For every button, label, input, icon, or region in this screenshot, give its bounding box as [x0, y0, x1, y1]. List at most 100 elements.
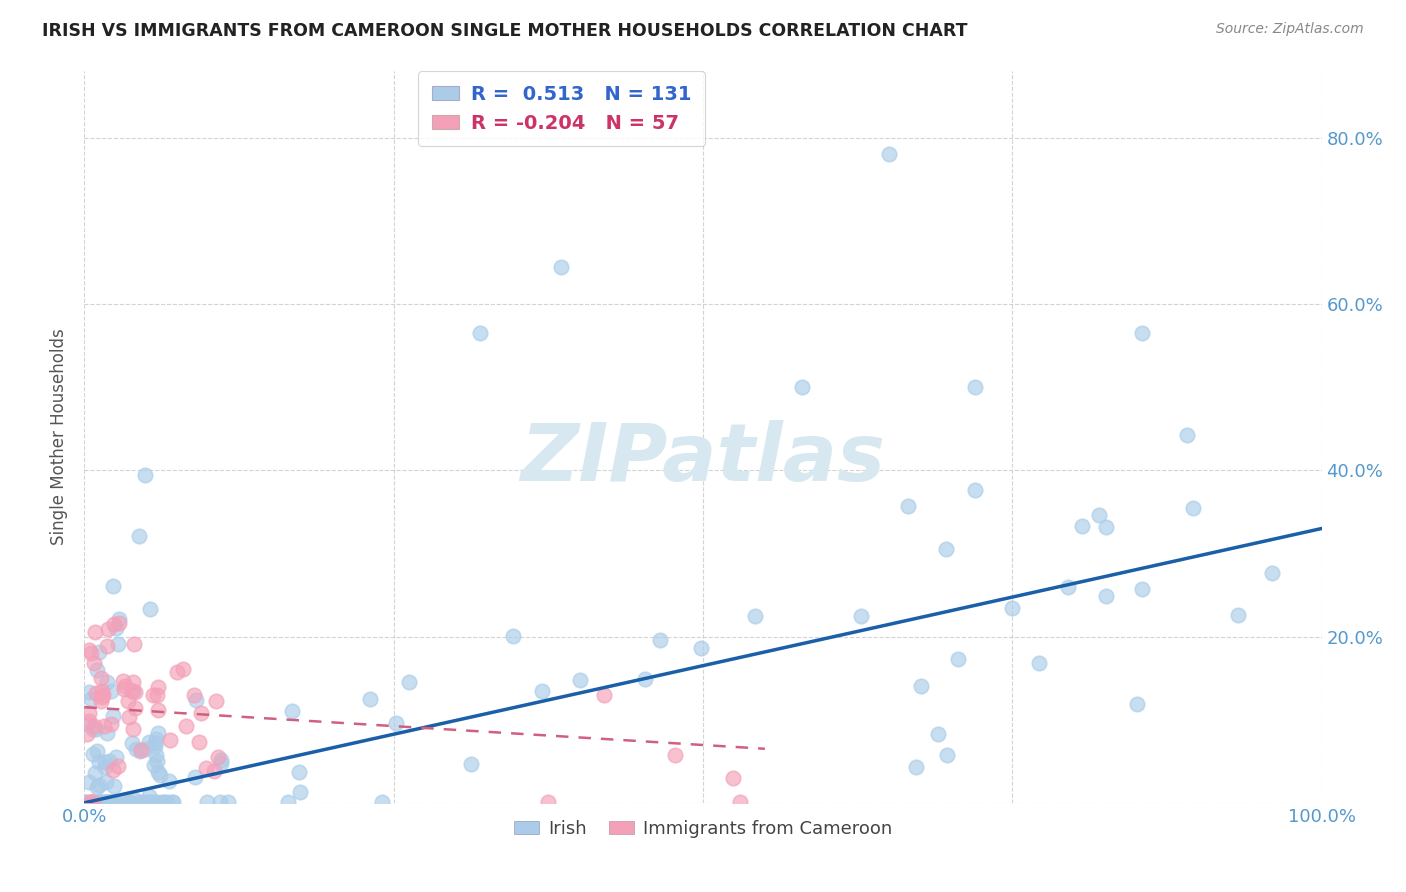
Point: [94, 756, 117, 770]
Point: [217, 795, 239, 809]
Point: [114, 679, 136, 693]
Point: [160, 795, 183, 809]
Point: [84, 624, 107, 639]
Point: [790, 380, 813, 394]
Point: [1182, 500, 1205, 515]
Point: [183, 688, 205, 702]
Point: [103, 795, 125, 809]
Point: [280, 704, 302, 718]
Point: [568, 673, 591, 688]
Point: [648, 632, 671, 647]
Point: [142, 795, 165, 809]
Point: [550, 260, 572, 274]
Point: [172, 662, 194, 676]
Point: [100, 717, 122, 731]
Point: [186, 693, 208, 707]
Point: [138, 795, 160, 809]
Point: [77, 643, 100, 657]
Point: [1028, 656, 1050, 670]
Point: [134, 468, 156, 483]
Point: [101, 795, 124, 809]
Point: [209, 753, 232, 767]
Point: [107, 637, 129, 651]
Point: [105, 621, 128, 635]
Point: [107, 759, 129, 773]
Point: [1095, 589, 1118, 603]
Point: [277, 795, 299, 809]
Point: [910, 679, 932, 693]
Point: [100, 795, 122, 809]
Point: [96, 639, 118, 653]
Point: [96, 726, 118, 740]
Point: [207, 750, 229, 764]
Point: [1000, 600, 1022, 615]
Point: [174, 719, 197, 733]
Point: [359, 692, 381, 706]
Point: [77, 706, 100, 720]
Point: [502, 629, 524, 643]
Point: [1227, 607, 1250, 622]
Point: [136, 795, 159, 809]
Point: [935, 748, 957, 763]
Point: [125, 741, 148, 756]
Text: ZIPatlas: ZIPatlas: [520, 420, 886, 498]
Point: [100, 795, 122, 809]
Point: [89, 795, 111, 809]
Point: [145, 747, 167, 762]
Point: [103, 779, 125, 793]
Point: [86, 795, 108, 809]
Point: [398, 675, 420, 690]
Point: [76, 716, 98, 731]
Point: [202, 764, 225, 779]
Point: [634, 672, 657, 686]
Point: [190, 706, 212, 720]
Point: [104, 795, 127, 809]
Point: [728, 795, 751, 809]
Point: [96, 795, 118, 809]
Point: [157, 773, 180, 788]
Point: [79, 795, 101, 809]
Point: [118, 710, 141, 724]
Point: [93, 719, 115, 733]
Point: [689, 640, 711, 655]
Y-axis label: Single Mother Households: Single Mother Households: [51, 329, 69, 545]
Point: [90, 671, 112, 685]
Point: [105, 795, 128, 809]
Point: [86, 780, 108, 795]
Point: [83, 656, 105, 670]
Point: [470, 326, 492, 341]
Point: [77, 714, 100, 728]
Point: [89, 795, 111, 809]
Point: [100, 684, 122, 698]
Point: [849, 609, 872, 624]
Point: [1071, 518, 1094, 533]
Point: [460, 756, 482, 771]
Point: [287, 765, 309, 780]
Point: [94, 795, 117, 809]
Point: [723, 771, 745, 785]
Point: [1261, 566, 1284, 581]
Point: [128, 744, 150, 758]
Point: [139, 602, 162, 616]
Point: [138, 795, 160, 809]
Point: [84, 686, 107, 700]
Point: [205, 694, 228, 708]
Point: [87, 755, 110, 769]
Point: [93, 688, 115, 702]
Point: [96, 674, 118, 689]
Point: [84, 722, 107, 736]
Legend: Irish, Immigrants from Cameroon: Irish, Immigrants from Cameroon: [506, 813, 900, 845]
Point: [152, 795, 174, 809]
Point: [1057, 580, 1080, 594]
Point: [96, 774, 118, 789]
Point: [75, 795, 97, 809]
Point: [86, 663, 108, 677]
Point: [1126, 698, 1149, 712]
Point: [90, 684, 112, 698]
Point: [77, 685, 100, 699]
Point: [104, 749, 127, 764]
Point: [122, 722, 145, 736]
Point: [146, 725, 169, 739]
Point: [142, 757, 165, 772]
Point: [90, 694, 112, 708]
